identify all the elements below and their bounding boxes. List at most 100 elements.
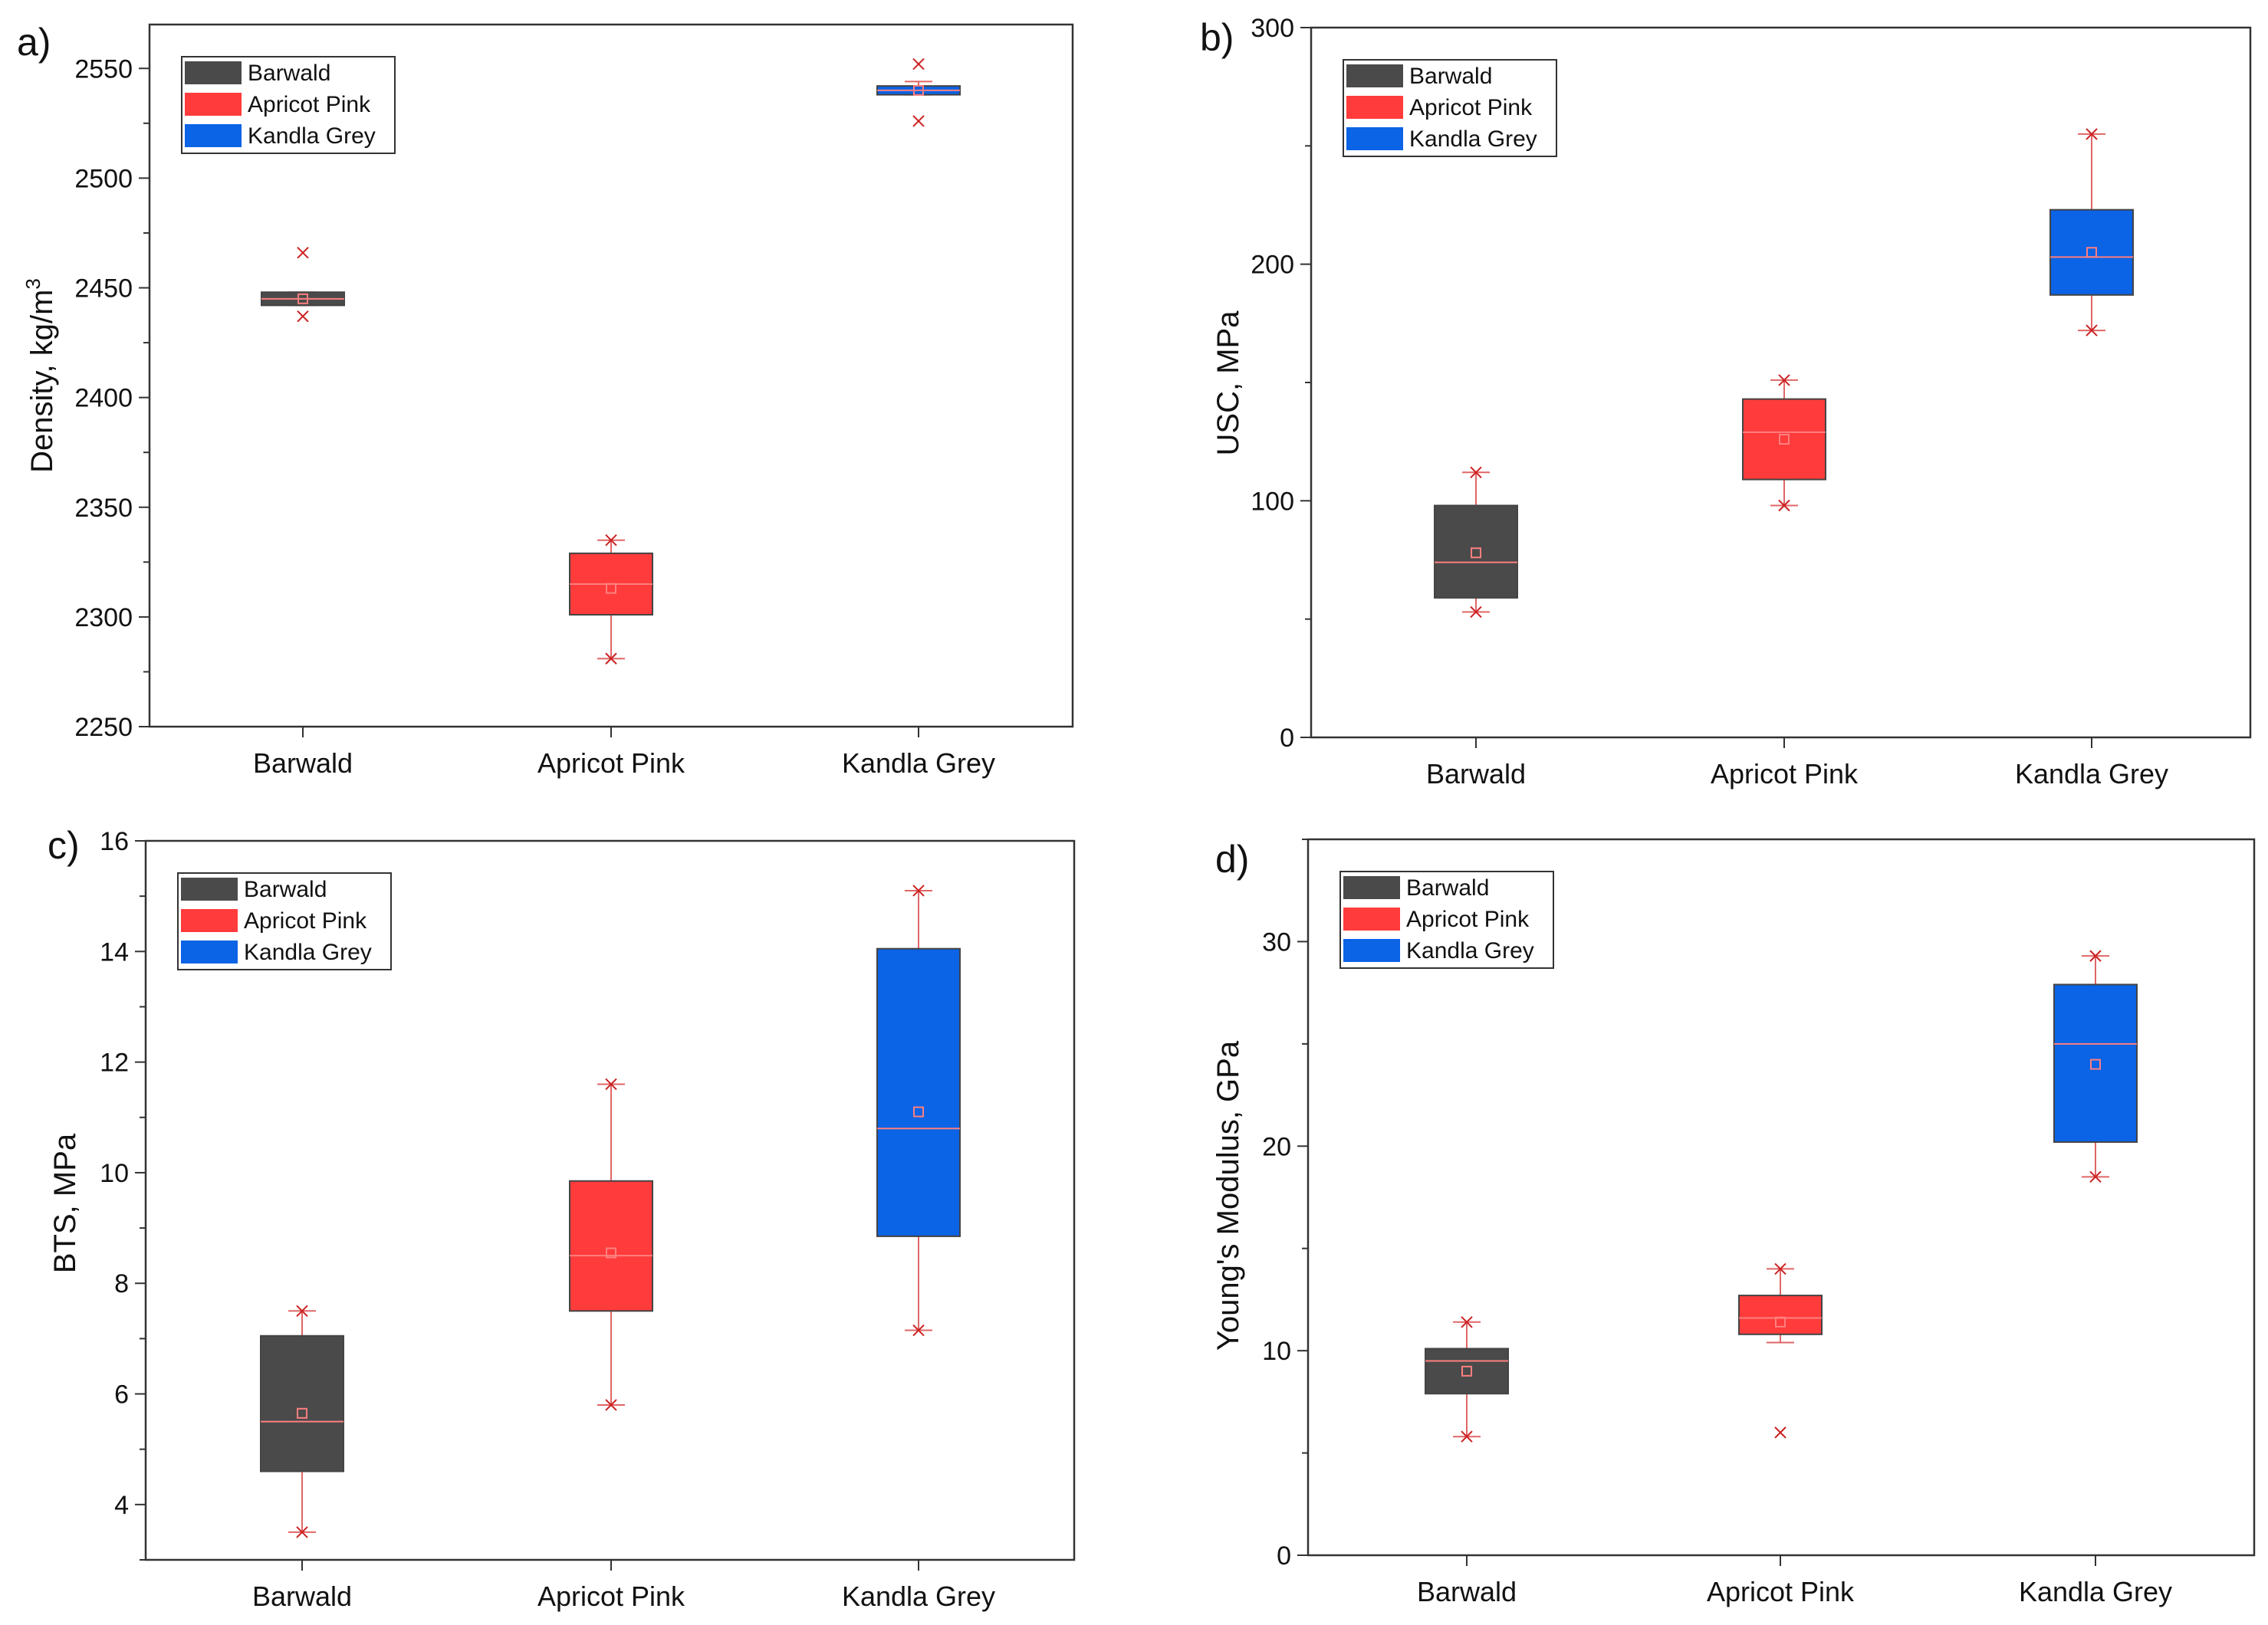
- outlier-marker: [605, 1399, 617, 1411]
- legend: Barwald Apricot Pink Kandla Grey: [1343, 59, 1557, 157]
- box-iqr: [1738, 1295, 1823, 1335]
- legend-label: Barwald: [1409, 64, 1492, 89]
- outlier-marker: [297, 310, 309, 323]
- outlier-marker: [1778, 499, 1790, 512]
- box-apricot-pink: [569, 533, 653, 665]
- outlier-marker: [296, 1526, 308, 1538]
- outlier-marker: [912, 885, 925, 897]
- x-tick-label: Barwald: [1426, 758, 1526, 790]
- y-tick-label: 2350: [74, 494, 133, 523]
- box-iqr: [2053, 983, 2138, 1143]
- plot-frame: [144, 839, 1076, 1561]
- mean-marker: [913, 84, 924, 96]
- legend-swatch: [181, 941, 238, 964]
- box-barwald: [261, 246, 345, 323]
- box-iqr: [1434, 504, 1518, 599]
- legend-label: Kandla Grey: [1406, 938, 1534, 964]
- outlier-marker: [297, 246, 309, 259]
- x-tick-label: Barwald: [1417, 1576, 1517, 1607]
- x-tick-label: Apricot Pink: [537, 1581, 685, 1612]
- outlier-marker: [605, 652, 617, 665]
- legend-swatch: [1343, 939, 1400, 962]
- legend-label: Kandla Grey: [1409, 126, 1537, 152]
- y-tick-label: 14: [100, 937, 129, 967]
- y-axis-label: USC, MPa: [1211, 310, 1245, 456]
- legend: Barwald Apricot Pink Kandla Grey: [177, 872, 392, 970]
- legend-swatch: [181, 878, 238, 901]
- y-tick-label: 0: [1277, 1541, 1291, 1571]
- y-tick-label: 200: [1251, 251, 1294, 280]
- legend-swatch: [185, 61, 242, 84]
- outlier-marker: [605, 1078, 617, 1091]
- y-axis-label: BTS, MPa: [48, 1133, 82, 1273]
- box-barwald: [1425, 1316, 1509, 1443]
- legend-swatch: [185, 93, 242, 116]
- panel-label: a): [17, 21, 51, 64]
- legend-swatch: [1346, 64, 1403, 87]
- outlier-marker: [2086, 324, 2098, 336]
- legend: Barwald Apricot Pink Kandla Grey: [181, 56, 396, 154]
- x-tick-label: Kandla Grey: [842, 1581, 995, 1612]
- box-iqr: [876, 947, 961, 1237]
- chart-panel-1: a) 2250 2300 2350 2400 2450 2500 2550 Density, k…: [17, 21, 1074, 779]
- outlier-marker: [605, 533, 617, 547]
- legend-label: Kandla Grey: [248, 123, 376, 149]
- y-tick-label: 2450: [74, 274, 133, 304]
- outlier-marker: [1778, 374, 1790, 386]
- mean-marker: [1461, 1365, 1472, 1377]
- y-tick-label: 16: [100, 827, 129, 856]
- mean-marker: [1779, 434, 1790, 445]
- y-tick-label: 30: [1262, 927, 1291, 957]
- legend-swatch: [1346, 127, 1403, 150]
- outlier-marker: [1461, 1316, 1473, 1328]
- x-tick-label: Barwald: [252, 1581, 352, 1612]
- y-tick-label: 0: [1280, 724, 1294, 753]
- legend-swatch: [1343, 908, 1400, 931]
- outlier-marker: [1461, 1430, 1473, 1443]
- y-tick-label: 20: [1262, 1132, 1291, 1161]
- box-apricot-pink: [1742, 374, 1826, 512]
- legend-label: Apricot Pink: [248, 92, 371, 117]
- chart-panel-3: c) 4 6 8 10 12 14 16 BTS, MPa Barwald Apricot Pink…: [48, 824, 1076, 1612]
- legend-label: Barwald: [244, 877, 327, 902]
- y-tick-label: 10: [1262, 1337, 1291, 1366]
- y-tick-label: 2550: [74, 54, 133, 84]
- panel-label: c): [48, 824, 80, 867]
- x-tick-label: Apricot Pink: [537, 747, 685, 779]
- legend-label: Barwald: [1406, 875, 1489, 901]
- legend-swatch: [1343, 876, 1400, 899]
- outlier-marker: [912, 1324, 925, 1337]
- x-tick-label: Kandla Grey: [2015, 758, 2168, 790]
- y-tick-label: 2400: [74, 384, 133, 413]
- x-tick-label: Apricot Pink: [1707, 1576, 1855, 1607]
- y-tick-label: 8: [114, 1269, 129, 1298]
- box-kandla-grey: [876, 57, 961, 127]
- box-iqr: [569, 1180, 653, 1312]
- mean-marker: [1775, 1316, 1786, 1328]
- y-tick-label: 2500: [74, 164, 133, 193]
- y-tick-label: 300: [1251, 14, 1294, 43]
- mean-marker: [297, 1407, 307, 1419]
- legend: Barwald Apricot Pink Kandla Grey: [1339, 871, 1554, 969]
- box-apricot-pink: [569, 1078, 653, 1411]
- outlier-marker: [912, 115, 925, 127]
- legend-swatch: [1346, 96, 1403, 119]
- mean-marker: [297, 293, 308, 304]
- legend-label: Apricot Pink: [1409, 95, 1533, 120]
- box-kandla-grey: [2049, 128, 2134, 336]
- y-tick-label: 2250: [74, 713, 133, 742]
- mean-marker: [606, 1247, 616, 1259]
- x-tick-label: Kandla Grey: [842, 747, 995, 779]
- x-tick-label: Kandla Grey: [2019, 1576, 2172, 1607]
- panel-label: d): [1215, 838, 1249, 881]
- x-tick-label: Barwald: [253, 747, 353, 779]
- box-kandla-grey: [2053, 950, 2138, 1183]
- outlier-marker: [2089, 950, 2102, 962]
- box-iqr: [1742, 398, 1826, 481]
- box-iqr: [2049, 208, 2134, 296]
- y-axis-label: Density, kg/m3: [21, 278, 59, 473]
- outlier-marker: [2086, 128, 2098, 140]
- y-tick-label: 2300: [74, 603, 133, 632]
- legend-label: Barwald: [248, 61, 330, 86]
